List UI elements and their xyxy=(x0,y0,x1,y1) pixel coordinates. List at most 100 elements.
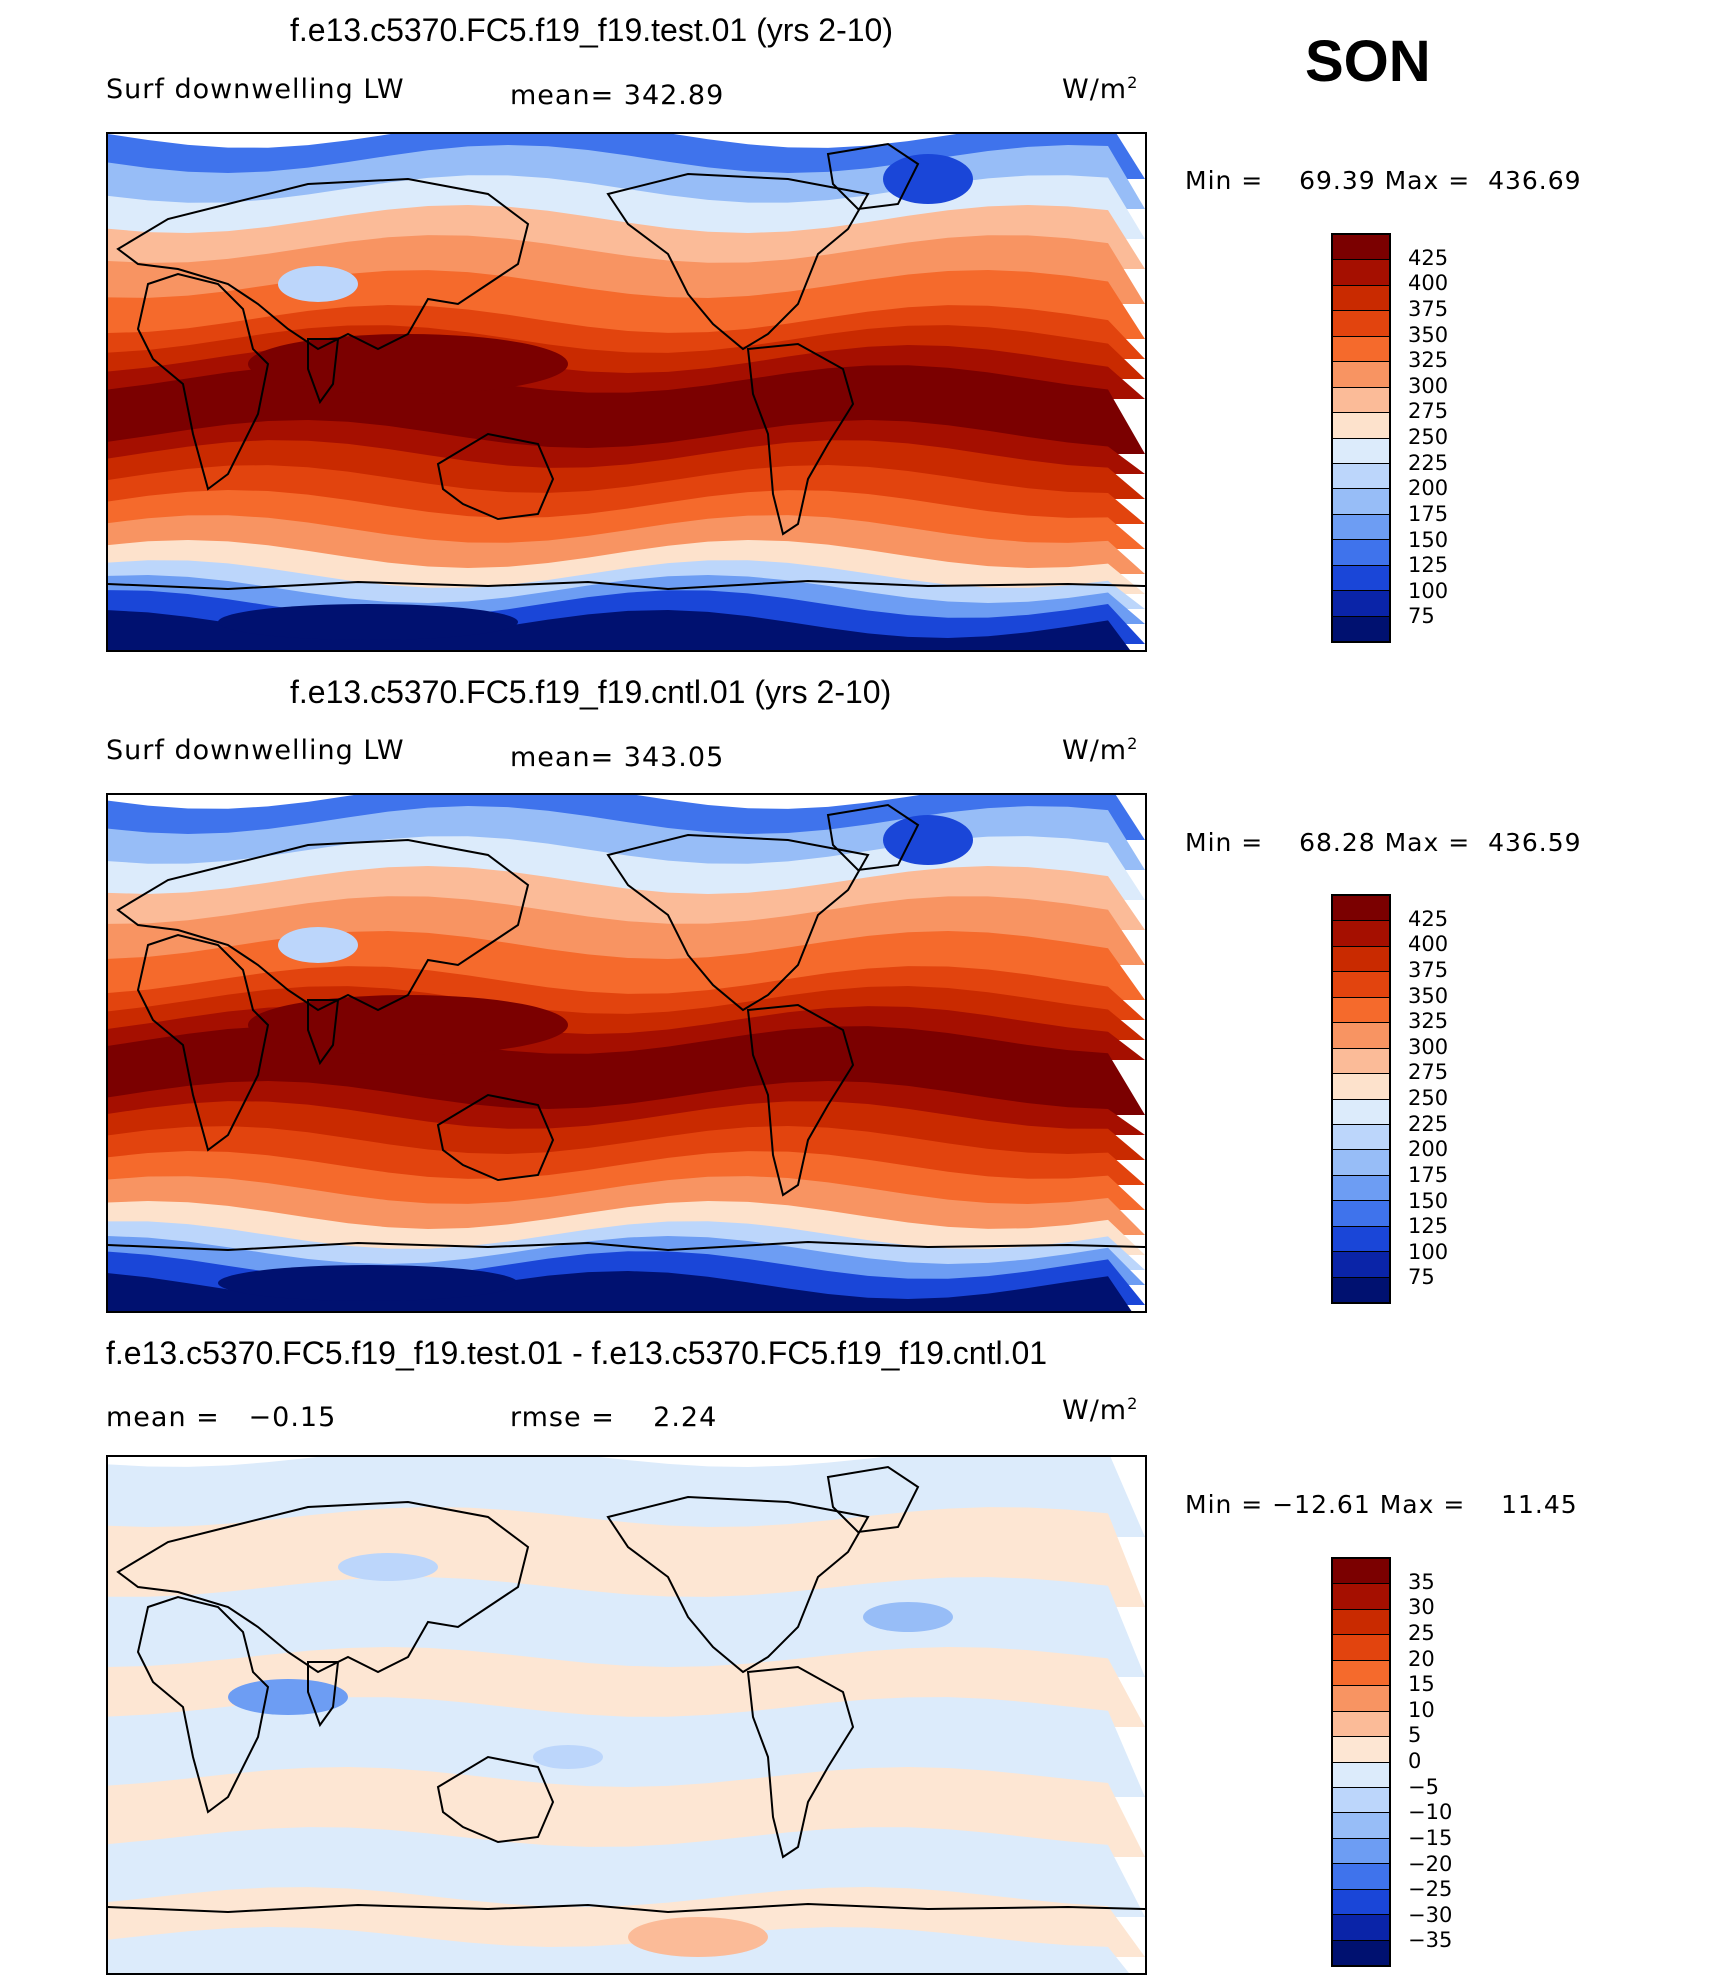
colorbar-swatch xyxy=(1333,387,1389,414)
colorbar-swatch xyxy=(1333,463,1389,490)
colorbar-tick-label: 15 xyxy=(1408,1672,1435,1697)
coastline xyxy=(136,272,270,491)
colorbar-tick-label: 150 xyxy=(1408,1188,1449,1213)
coastline xyxy=(606,1495,870,1674)
colorbar-swatch xyxy=(1333,1559,1389,1585)
map-field xyxy=(108,795,1145,1311)
panel-2-colorbar xyxy=(1331,894,1391,1304)
panel-3-colorbar xyxy=(1331,1557,1391,1967)
colorbar-swatch xyxy=(1333,1023,1389,1049)
colorbar-swatch xyxy=(1333,1940,1389,1965)
colorbar-tick-label: 175 xyxy=(1408,1162,1449,1187)
panel-3-rmse: rmse = 2.24 xyxy=(510,1402,718,1433)
season-label: SON xyxy=(1305,29,1431,94)
colorbar-tick-label: −10 xyxy=(1408,1800,1453,1825)
panel-3-colorbar-ticks: 35 30 25 20 15 10 5 0 −5 −10 −15 −20 −25 −30 −35 xyxy=(1408,1557,1488,1967)
contour-blob xyxy=(278,266,358,302)
contour-blob xyxy=(218,1265,518,1301)
panel-2-map xyxy=(106,793,1147,1313)
panel-1-variable: Surf downwelling LW xyxy=(106,74,405,105)
colorbar-swatch xyxy=(1333,1124,1389,1151)
colorbar-swatch xyxy=(1333,1660,1389,1687)
panel-2-min-max: Min = 68.28 Max = 436.59 xyxy=(1185,828,1582,857)
colorbar-tick-label: −30 xyxy=(1408,1902,1453,1927)
colorbar-swatch xyxy=(1333,1762,1389,1788)
colorbar-tick-label: 100 xyxy=(1408,578,1449,603)
panel-1-map xyxy=(106,132,1147,652)
panel-1-mean: mean= 342.89 xyxy=(510,80,725,111)
colorbar-tick-label: 350 xyxy=(1408,322,1449,347)
colorbar-tick-label: 425 xyxy=(1408,245,1449,270)
colorbar-tick-label: 200 xyxy=(1408,1137,1449,1162)
colorbar-tick-label: 35 xyxy=(1408,1569,1435,1594)
colorbar-swatch xyxy=(1333,235,1389,261)
colorbar-tick-label: −5 xyxy=(1408,1774,1439,1799)
colorbar-tick-label: 375 xyxy=(1408,957,1449,982)
coastline xyxy=(116,177,530,351)
colorbar-tick-label: 100 xyxy=(1408,1239,1449,1264)
colorbar-swatch xyxy=(1333,1711,1389,1738)
colorbar-tick-label: 400 xyxy=(1408,932,1449,957)
coastline xyxy=(606,172,870,351)
colorbar-swatch xyxy=(1333,921,1389,947)
colorbar-swatch xyxy=(1333,1609,1389,1636)
colorbar-swatch xyxy=(1333,311,1389,337)
colorbar-swatch xyxy=(1333,1915,1389,1941)
colorbar-swatch xyxy=(1333,1686,1389,1712)
colorbar-tick-label: 75 xyxy=(1408,604,1435,629)
contour-blob xyxy=(248,334,568,394)
colorbar-tick-label: −25 xyxy=(1408,1877,1453,1902)
colorbar-swatch xyxy=(1333,565,1389,592)
coastline xyxy=(307,999,340,1066)
coastline xyxy=(436,1093,555,1182)
coastline xyxy=(436,432,555,521)
colorbar-swatch xyxy=(1333,1737,1389,1763)
colorbar-tick-label: 400 xyxy=(1408,271,1449,296)
contour-blob xyxy=(248,995,568,1055)
panel-3-map xyxy=(106,1455,1147,1975)
colorbar-swatch xyxy=(1333,1584,1389,1610)
coastline xyxy=(746,1003,855,1197)
colorbar-tick-label: 125 xyxy=(1408,1214,1449,1239)
panel-1-title: f.e13.c5370.FC5.f19_f19.test.01 (yrs 2-1… xyxy=(290,12,893,48)
contour-band xyxy=(108,1271,1132,1311)
panel-1-min-max: Min = 69.39 Max = 436.69 xyxy=(1185,166,1582,195)
colorbar-swatch xyxy=(1333,413,1389,439)
panel-2-colorbar-ticks: 425 400 375 350 325 300 275 250 225 200 175 150 125 1… xyxy=(1408,894,1488,1304)
colorbar-swatch xyxy=(1333,1252,1389,1278)
coastline xyxy=(108,1240,1145,1252)
contour-blob xyxy=(228,1679,348,1715)
colorbar-tick-label: 20 xyxy=(1408,1646,1435,1671)
colorbar-swatch xyxy=(1333,997,1389,1024)
coastline xyxy=(826,1465,920,1534)
colorbar-swatch xyxy=(1333,1048,1389,1075)
coastline xyxy=(307,338,340,405)
colorbar-swatch xyxy=(1333,946,1389,973)
colorbar-tick-label: 275 xyxy=(1408,1060,1449,1085)
colorbar-swatch xyxy=(1333,438,1389,464)
colorbar-tick-label: 175 xyxy=(1408,501,1449,526)
contour-band xyxy=(108,610,1131,650)
map-field xyxy=(108,134,1145,650)
colorbar-tick-label: −35 xyxy=(1408,1928,1453,1953)
panel-2-variable: Surf downwelling LW xyxy=(106,735,405,766)
colorbar-swatch xyxy=(1333,896,1389,922)
colorbar-swatch xyxy=(1333,1226,1389,1253)
contour-blob xyxy=(218,604,518,640)
coastline xyxy=(826,803,920,872)
contour-blob xyxy=(628,1917,768,1957)
map-field xyxy=(108,1457,1145,1973)
panel-3-units: W/m2 xyxy=(1062,1394,1139,1426)
coastline xyxy=(136,1595,270,1814)
coastline xyxy=(826,142,920,211)
coastline xyxy=(136,933,270,1152)
colorbar-tick-label: 0 xyxy=(1408,1749,1422,1773)
colorbar-swatch xyxy=(1333,1787,1389,1814)
colorbar-tick-label: 225 xyxy=(1408,450,1449,475)
colorbar-swatch xyxy=(1333,336,1389,363)
colorbar-swatch xyxy=(1333,1864,1389,1890)
colorbar-swatch xyxy=(1333,1099,1389,1125)
colorbar-tick-label: 10 xyxy=(1408,1697,1435,1722)
colorbar-swatch xyxy=(1333,1277,1389,1302)
contour-band xyxy=(108,1927,1129,1973)
